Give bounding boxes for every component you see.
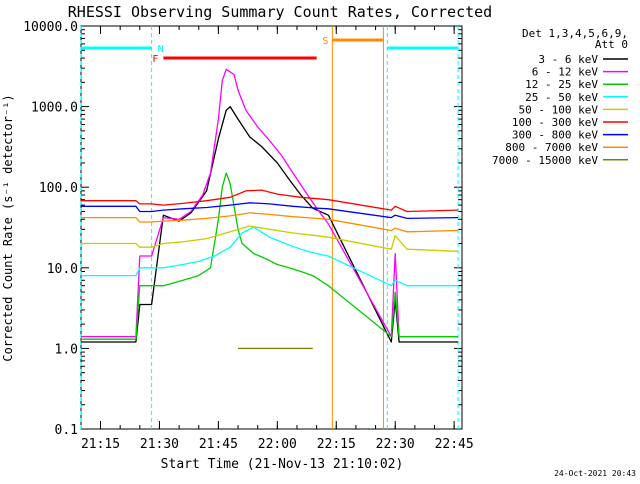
y-tick-label: 10000.0 [23, 20, 78, 35]
legend-entry-label: 25 - 50 keV [525, 91, 598, 104]
flag-label-f: F [152, 54, 158, 65]
series-line-4 [80, 225, 459, 252]
legend-entry-label: 300 - 800 keV [512, 129, 598, 142]
x-tick-label: 22:45 [435, 437, 474, 452]
legend-header-line: Att 0 [595, 38, 628, 51]
flag-label-n: N [158, 44, 164, 55]
legend-entry-label: 7000 - 15000 keV [492, 154, 598, 167]
series-lines [80, 68, 459, 350]
x-tick-label: 22:15 [317, 437, 356, 452]
series-line-2 [80, 172, 459, 340]
plot-border [80, 25, 463, 430]
y-tick-label: 0.1 [55, 423, 78, 438]
series-line-7 [80, 212, 459, 233]
legend-entry-label: 100 - 300 keV [512, 116, 598, 129]
legend-entry-label: 50 - 100 keV [519, 103, 599, 116]
legend-entry-label: 6 - 12 keV [532, 66, 599, 79]
y-tick-label: 10.0 [47, 262, 78, 277]
legend-entry-label: 3 - 6 keV [538, 53, 598, 66]
legend-header-line: Det 1,3,4,5,6,9, [522, 27, 628, 40]
plot-frame [80, 25, 463, 430]
y-axis-ticks: 0.1 1.0 10.0 100.0 1000.0 10000.0 [23, 20, 462, 438]
series-line-5 [80, 189, 459, 213]
chart-title: RHESSI Observing Summary Count Rates, Co… [68, 3, 492, 21]
flag-bars: NF S [80, 26, 459, 429]
footer-date: 24-Oct-2021 20:43 [554, 469, 636, 478]
x-tick-label: 22:00 [258, 437, 297, 452]
x-axis-ticks: 21:15 21:30 21:45 22:00 22:15 22:30 22:45 [81, 26, 474, 452]
y-tick-label: 1000.0 [31, 101, 78, 116]
y-tick-label: 100.0 [39, 181, 78, 196]
y-tick-label: 1.0 [55, 342, 78, 357]
x-tick-label: 21:15 [81, 437, 120, 452]
series-line-3 [80, 226, 459, 287]
x-tick-label: 21:45 [199, 437, 238, 452]
x-tick-label: 22:30 [376, 437, 415, 452]
series-line-6 [80, 202, 459, 220]
flag-label-s: S [322, 36, 328, 47]
x-axis-label: Start Time (21-Nov-13 21:10:02) [161, 457, 404, 472]
series-line-1 [80, 68, 459, 338]
legend-entry-label: 800 - 7000 keV [505, 141, 598, 154]
x-tick-label: 21:30 [140, 437, 179, 452]
legend-entry-label: 12 - 25 keV [525, 78, 598, 91]
y-axis-label: Corrected Count Rate (s⁻¹ detector⁻¹) [1, 94, 15, 361]
